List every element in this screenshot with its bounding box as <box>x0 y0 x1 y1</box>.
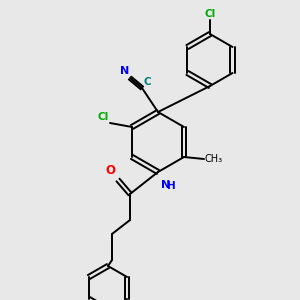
Text: CH₃: CH₃ <box>205 154 223 164</box>
Text: Cl: Cl <box>204 9 216 19</box>
Text: C: C <box>144 77 152 87</box>
Text: Cl: Cl <box>98 112 109 122</box>
Text: N: N <box>161 180 170 190</box>
Text: H: H <box>167 181 176 191</box>
Text: O: O <box>105 164 115 177</box>
Text: N: N <box>120 66 129 76</box>
